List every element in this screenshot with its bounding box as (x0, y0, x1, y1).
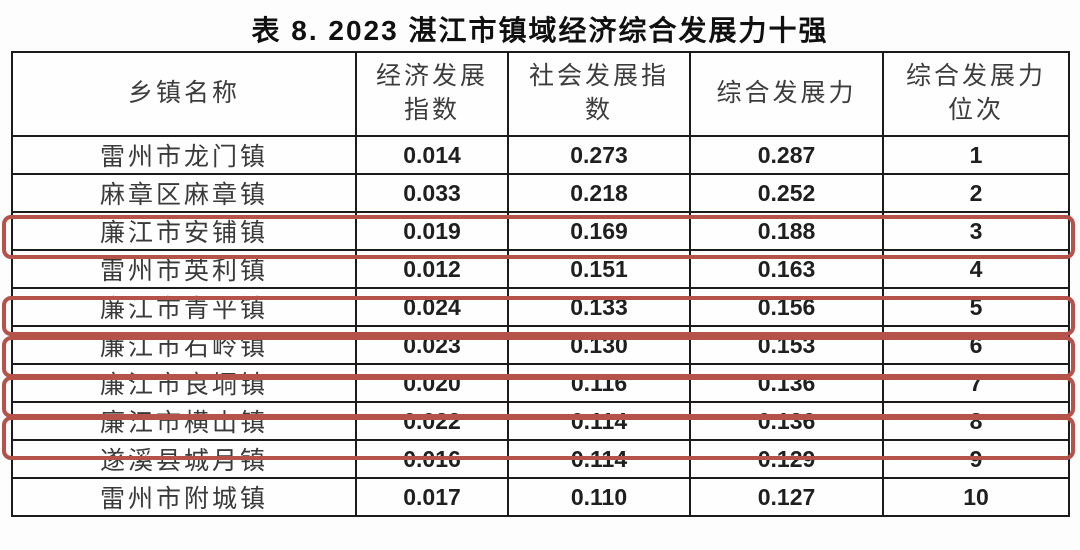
rank-value: 6 (882, 325, 1070, 365)
town-name: 麻章区麻章镇 (11, 173, 357, 213)
comprehensive-power: 0.129 (689, 439, 884, 479)
comprehensive-power: 0.188 (689, 211, 884, 251)
social-index: 0.133 (507, 287, 691, 327)
table-row-highlighted: 廉江市石岭镇 0.023 0.130 0.153 6 (11, 325, 1070, 365)
comprehensive-power: 0.153 (689, 325, 884, 365)
comprehensive-power: 0.287 (689, 135, 884, 175)
social-index: 0.114 (507, 401, 691, 441)
comprehensive-power: 0.163 (689, 249, 884, 289)
town-name: 廉江市安铺镇 (11, 211, 357, 251)
social-index: 0.130 (507, 325, 691, 365)
economic-index: 0.014 (355, 135, 509, 175)
social-index: 0.169 (507, 211, 691, 251)
economic-index: 0.033 (355, 173, 509, 213)
comprehensive-power: 0.136 (689, 363, 884, 403)
table-row: 麻章区麻章镇 0.033 0.218 0.252 2 (11, 173, 1070, 213)
table-row-highlighted: 廉江市良垌镇 0.020 0.116 0.136 7 (11, 363, 1070, 403)
header-row: 乡镇名称 经济发展 指数 社会发展指 数 综合发展力 综合发展力 位次 (11, 51, 1070, 137)
economic-index: 0.023 (355, 325, 509, 365)
town-name: 雷州市英利镇 (11, 249, 357, 289)
economic-index: 0.024 (355, 287, 509, 327)
rank-value: 3 (882, 211, 1070, 251)
table-row: 雷州市附城镇 0.017 0.110 0.127 10 (11, 477, 1070, 517)
table-row: 雷州市英利镇 0.012 0.151 0.163 4 (11, 249, 1070, 289)
rank-value: 5 (882, 287, 1070, 327)
economic-index: 0.020 (355, 363, 509, 403)
town-name: 遂溪县城月镇 (11, 439, 357, 479)
rank-value: 10 (882, 477, 1070, 517)
economic-index: 0.017 (355, 477, 509, 517)
comprehensive-power: 0.252 (689, 173, 884, 213)
social-index: 0.151 (507, 249, 691, 289)
table-row-highlighted: 廉江市横山镇 0.022 0.114 0.136 8 (11, 401, 1070, 441)
comprehensive-power: 0.136 (689, 401, 884, 441)
rank-value: 1 (882, 135, 1070, 175)
table-row-highlighted: 廉江市青平镇 0.024 0.133 0.156 5 (11, 287, 1070, 327)
town-name: 雷州市附城镇 (11, 477, 357, 517)
rank-value: 9 (882, 439, 1070, 479)
column-header-social-index: 社会发展指 数 (507, 51, 691, 137)
column-header-economic-index: 经济发展 指数 (355, 51, 509, 137)
town-name: 雷州市龙门镇 (11, 135, 357, 175)
rank-value: 8 (882, 401, 1070, 441)
comprehensive-power: 0.156 (689, 287, 884, 327)
table-title: 表 8. 2023 湛江市镇域经济综合发展力十强 (251, 15, 829, 46)
economic-index: 0.019 (355, 211, 509, 251)
column-header-comprehensive-power: 综合发展力 (689, 51, 884, 137)
table-body: 雷州市龙门镇 0.014 0.273 0.287 1 麻章区麻章镇 0.033 … (11, 135, 1070, 517)
comprehensive-power: 0.127 (689, 477, 884, 517)
town-name: 廉江市石岭镇 (11, 325, 357, 365)
economic-index: 0.016 (355, 439, 509, 479)
economic-index: 0.022 (355, 401, 509, 441)
social-index: 0.273 (507, 135, 691, 175)
town-name: 廉江市青平镇 (11, 287, 357, 327)
ranking-table: 乡镇名称 经济发展 指数 社会发展指 数 综合发展力 综合发展力 位次 雷州市龙… (11, 51, 1070, 517)
economic-index: 0.012 (355, 249, 509, 289)
social-index: 0.218 (507, 173, 691, 213)
column-header-rank: 综合发展力 位次 (882, 51, 1070, 137)
table-row: 遂溪县城月镇 0.016 0.114 0.129 9 (11, 439, 1070, 479)
rank-value: 2 (882, 173, 1070, 213)
social-index: 0.110 (507, 477, 691, 517)
table-row: 雷州市龙门镇 0.014 0.273 0.287 1 (11, 135, 1070, 175)
town-name: 廉江市良垌镇 (11, 363, 357, 403)
town-name: 廉江市横山镇 (11, 401, 357, 441)
table-row-highlighted: 廉江市安铺镇 0.019 0.169 0.188 3 (11, 211, 1070, 251)
column-header-town-name: 乡镇名称 (11, 51, 357, 137)
social-index: 0.114 (507, 439, 691, 479)
rank-value: 4 (882, 249, 1070, 289)
rank-value: 7 (882, 363, 1070, 403)
table-header: 乡镇名称 经济发展 指数 社会发展指 数 综合发展力 综合发展力 位次 (11, 51, 1070, 137)
social-index: 0.116 (507, 363, 691, 403)
